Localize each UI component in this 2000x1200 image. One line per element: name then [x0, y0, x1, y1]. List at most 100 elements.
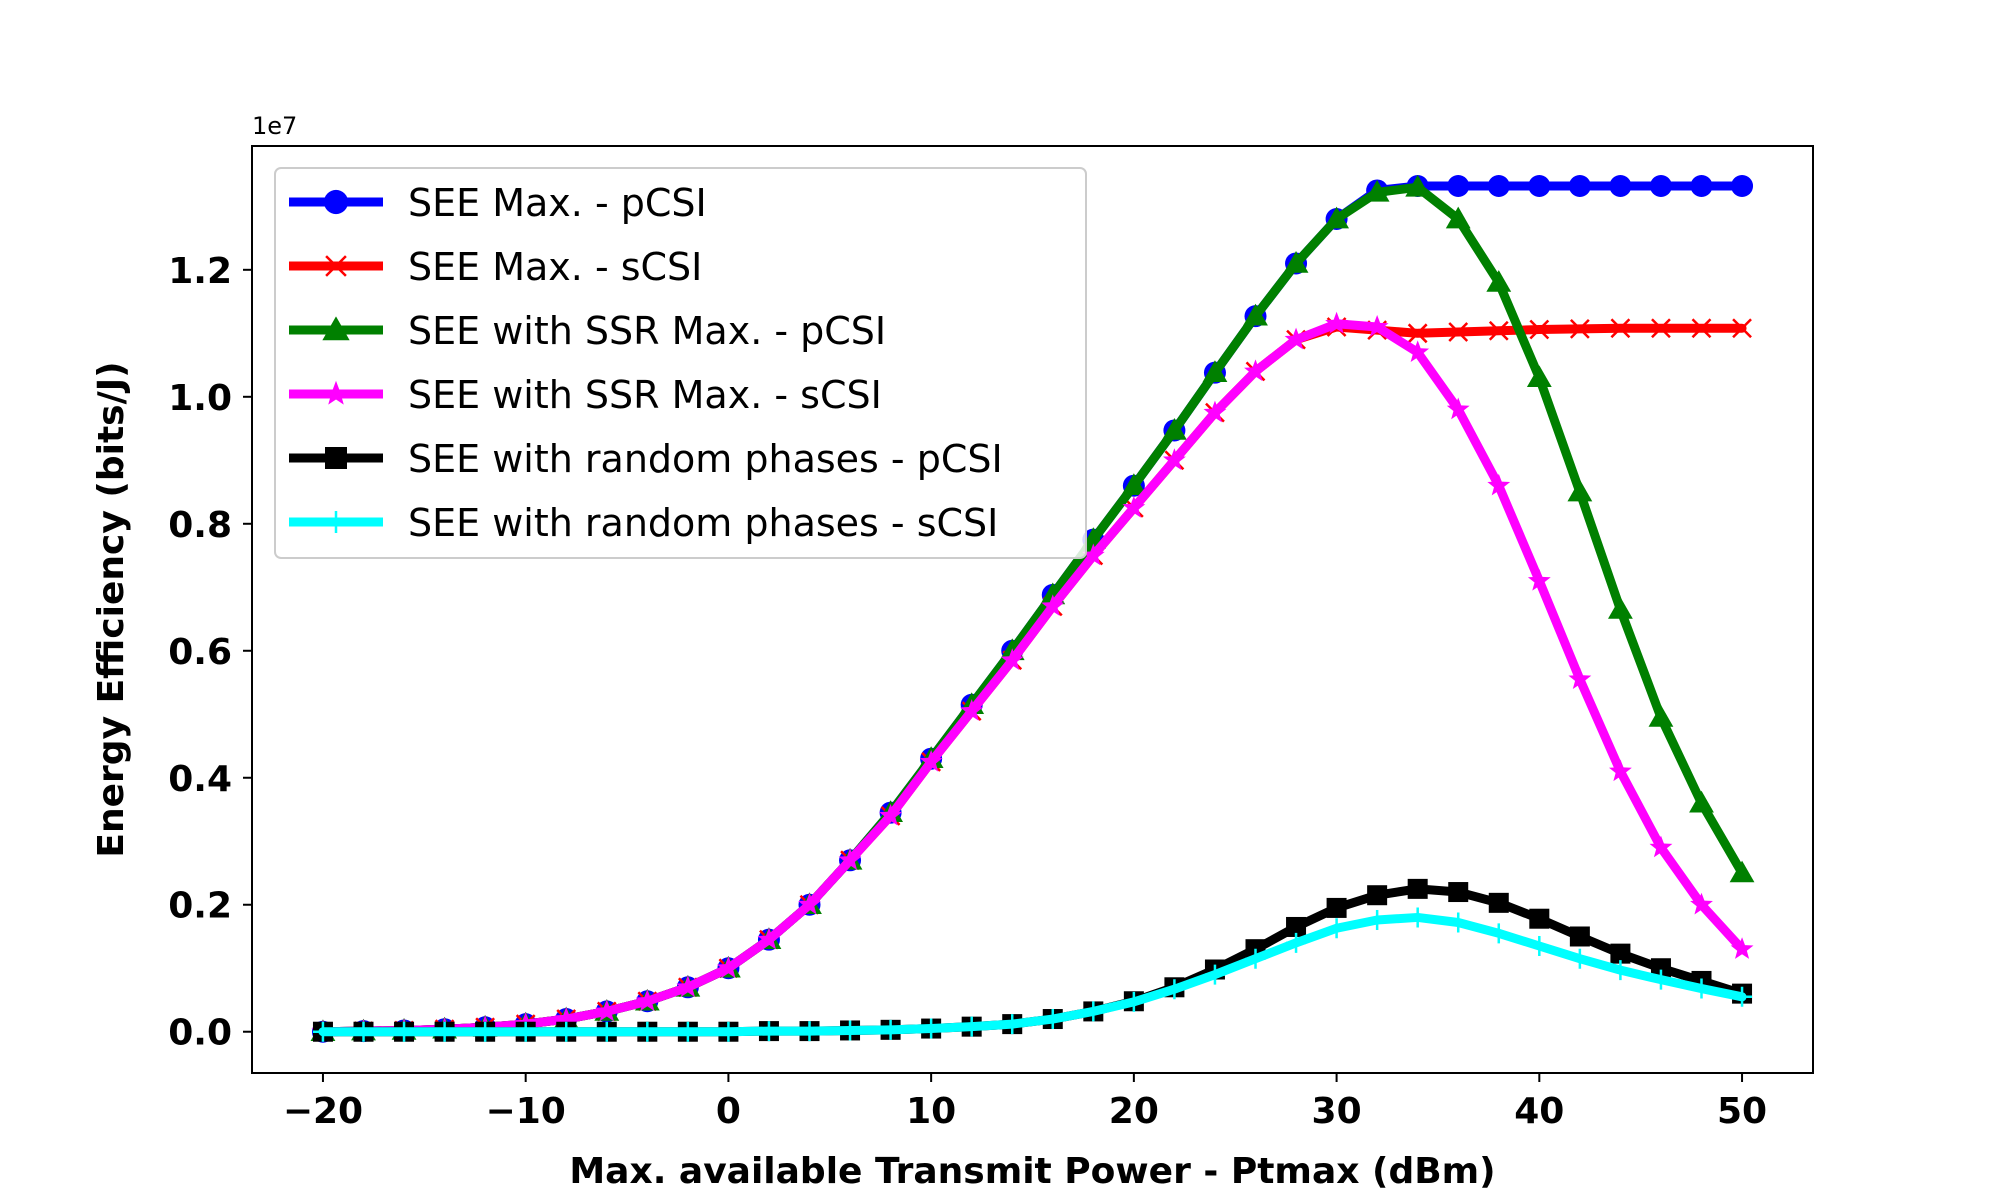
legend-item-4: SEE with SSR Max. - sCSI [289, 373, 882, 417]
legend-item-5: SEE with random phases - pCSI [289, 437, 1003, 481]
data-point [1445, 206, 1471, 229]
data-point [1284, 327, 1308, 350]
data-point [394, 1021, 415, 1042]
data-point [757, 927, 781, 950]
data-point [1649, 175, 1672, 198]
data-point [1204, 964, 1225, 985]
y-tick-label: 0.0 [168, 1013, 232, 1054]
series-line [318, 319, 1747, 1037]
data-point [1729, 860, 1755, 883]
data-point [1569, 926, 1590, 947]
legend-label: SEE with random phases - pCSI [408, 437, 1003, 481]
data-point [1487, 473, 1511, 496]
data-point [1325, 311, 1348, 334]
x-tick-label: 0 [716, 1091, 741, 1132]
data-point [1244, 359, 1267, 382]
data-point [1162, 418, 1187, 440]
data-point [1609, 759, 1632, 782]
data-point [1569, 318, 1590, 339]
data-point [921, 1018, 942, 1039]
data-point [1527, 568, 1551, 591]
data-point [1610, 318, 1631, 339]
x-tick-label: 30 [1312, 1091, 1362, 1132]
data-point [1083, 1001, 1104, 1022]
data-point [1691, 978, 1712, 999]
x-tick-label: 20 [1109, 1091, 1159, 1132]
data-point [556, 1021, 577, 1042]
data-point [1405, 174, 1431, 197]
data-point [919, 749, 943, 772]
data-point [1731, 175, 1754, 198]
data-point [1406, 340, 1430, 363]
data-point [434, 1021, 455, 1042]
data-point [1610, 960, 1631, 981]
data-point [1529, 319, 1550, 340]
series-6 [312, 907, 1753, 1042]
data-point [635, 989, 659, 1011]
legend-marker [323, 189, 349, 215]
data-point [515, 1021, 536, 1042]
data-point [1164, 979, 1185, 1000]
data-point [879, 803, 902, 826]
data-point [717, 956, 740, 978]
data-point [1610, 943, 1631, 964]
y-axis-label: Energy Efficiency (bits/J) [91, 361, 132, 857]
data-point [880, 1019, 901, 1040]
data-point [1568, 667, 1592, 690]
data-point [1690, 892, 1713, 915]
data-point [1407, 878, 1428, 899]
data-point [1163, 448, 1186, 470]
data-point [1121, 473, 1147, 495]
data-point [1042, 1009, 1063, 1030]
data-point [1367, 909, 1388, 930]
y-tick-label: 0.8 [168, 505, 232, 546]
data-point [1286, 916, 1307, 937]
data-point [1486, 270, 1512, 292]
data-point [1448, 912, 1469, 933]
data-point [1203, 400, 1227, 423]
data-point [1568, 175, 1591, 198]
data-point [1649, 835, 1673, 858]
data-point [353, 1021, 374, 1042]
data-point [554, 1007, 578, 1029]
data-point [718, 1021, 739, 1042]
data-point [1526, 365, 1552, 388]
data-point [1608, 597, 1633, 619]
data-point [1243, 303, 1268, 326]
data-point [840, 1020, 861, 1041]
x-axis-label: Max. available Transmit Power - Ptmax (d… [569, 1151, 1495, 1192]
data-point [1446, 397, 1470, 420]
legend-marker [325, 255, 347, 277]
y-tick-label: 0.2 [168, 886, 232, 927]
legend-marker [325, 511, 347, 533]
data-point [1488, 923, 1509, 944]
legend-item-6: SEE with random phases - sCSI [289, 501, 998, 545]
data-point [1732, 318, 1752, 339]
data-point [1447, 175, 1470, 198]
legend-item-1: SEE Max. - pCSI [289, 181, 707, 225]
x-tick-label: 10 [906, 1091, 956, 1132]
data-point [1324, 206, 1349, 229]
x-tick-label: 40 [1514, 1091, 1564, 1132]
legend-label: SEE with random phases - sCSI [408, 501, 998, 545]
data-point [1569, 948, 1590, 969]
data-point [1732, 986, 1753, 1007]
legend-label: SEE with SSR Max. - sCSI [408, 373, 882, 417]
x-tick-label: −10 [486, 1091, 566, 1132]
data-point [1123, 991, 1144, 1012]
data-point [1529, 936, 1550, 957]
legend-label: SEE with SSR Max. - pCSI [408, 309, 886, 353]
data-point [1202, 360, 1228, 382]
data-point [1286, 932, 1307, 953]
data-point [1609, 175, 1632, 198]
data-point [1650, 958, 1671, 979]
legend-marker [325, 447, 347, 469]
x-tick-label: 50 [1717, 1091, 1767, 1132]
data-point [1448, 322, 1469, 342]
data-point [312, 1021, 333, 1042]
legend-label: SEE Max. - sCSI [408, 245, 702, 289]
data-point [1567, 479, 1593, 502]
data-point [1689, 790, 1714, 813]
y-tick-label: 0.6 [168, 632, 232, 673]
